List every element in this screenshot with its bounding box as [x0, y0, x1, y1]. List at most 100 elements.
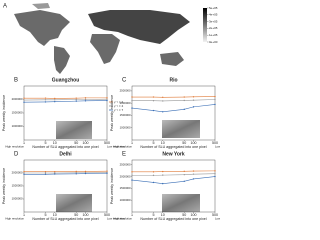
point: [54, 172, 56, 174]
x-tick-label: 50: [74, 141, 78, 145]
y-axis-label: Peak weekly incidence: [110, 95, 114, 131]
legend-label: γ⁻¹ = 2: [114, 100, 124, 104]
point: [23, 172, 25, 174]
point: [131, 179, 133, 181]
inset-d: [56, 194, 92, 212]
point: [75, 173, 77, 175]
point: [214, 173, 216, 175]
point: [183, 173, 185, 176]
inset-e: [162, 194, 200, 212]
colorbar-label: 0e+00: [209, 40, 218, 44]
point: [192, 99, 195, 101]
point: [106, 99, 108, 102]
point: [152, 96, 155, 98]
x-tick-label: 100: [191, 141, 197, 145]
x-tick-label: 1: [23, 141, 25, 145]
point: [183, 99, 185, 102]
point: [162, 96, 164, 98]
annotation: High resolution: [113, 217, 132, 221]
x-tick-label: 50: [182, 213, 186, 217]
y-axis-label: Peak weekly incidence: [2, 168, 6, 204]
panel-title: Rio: [169, 77, 177, 83]
legend-label: γ⁻¹ = 7: [114, 108, 124, 112]
inset-b: [56, 121, 92, 139]
annotation: High resolution: [113, 145, 132, 149]
point: [106, 98, 108, 100]
series-line: [24, 172, 108, 174]
panel-label: C: [122, 78, 127, 84]
point: [23, 97, 25, 99]
point: [131, 107, 133, 109]
x-axis-label: Number of SLU aggregated into one pixel: [140, 217, 206, 221]
point: [75, 97, 77, 99]
plot-frame: [131, 159, 216, 213]
point: [162, 182, 164, 185]
point: [192, 106, 195, 108]
y-tick-label: 2000000: [120, 101, 131, 105]
point: [54, 97, 56, 100]
point: [106, 172, 108, 174]
y-tick-label: 1500000: [120, 113, 131, 117]
x-axis-label: Number of SLU aggregated into one pixel: [32, 145, 98, 149]
x-tick-label: 1: [23, 213, 25, 217]
plot-frame: [131, 85, 216, 141]
x-tick-label: 500: [104, 213, 110, 217]
y-axis-label: Peak weekly incidence: [2, 95, 6, 131]
series-line: [132, 173, 216, 176]
x-tick-label: 500: [212, 213, 218, 217]
point: [214, 175, 216, 178]
point: [183, 170, 185, 173]
y-tick-label: 2000000: [12, 97, 23, 101]
y-tick-label: 1000000: [120, 198, 131, 202]
point: [106, 97, 108, 99]
panel-label: A: [3, 4, 7, 10]
legend-label: γ⁻¹ = 4: [114, 104, 124, 108]
point: [183, 180, 185, 182]
y-tick-label: 1500000: [120, 186, 131, 190]
series-line: [131, 176, 216, 184]
x-tick-label: 50: [74, 213, 78, 217]
series-line: [24, 172, 108, 175]
point: [214, 170, 216, 172]
point: [214, 103, 216, 106]
annotation: Low resolution: [107, 145, 125, 149]
point: [23, 99, 25, 101]
point: [192, 170, 195, 172]
point: [54, 99, 56, 101]
point: [84, 97, 87, 99]
point: [152, 100, 155, 102]
point: [131, 96, 133, 98]
point: [183, 96, 185, 98]
point: [192, 178, 195, 180]
point: [54, 173, 56, 175]
y-tick-label: 1500000: [12, 184, 23, 188]
y-tick-label: 2000000: [120, 174, 131, 178]
point: [75, 172, 77, 174]
series-line: [24, 97, 107, 99]
x-tick-label: 500: [104, 141, 110, 145]
point: [44, 99, 47, 101]
point: [152, 171, 155, 173]
annotation: Low resolution: [215, 145, 220, 149]
colorbar-label: 2e+05: [209, 26, 218, 30]
annotation: High resolution: [5, 145, 24, 149]
point: [131, 171, 133, 173]
point: [162, 170, 164, 173]
x-tick-label: 100: [83, 141, 89, 145]
point: [44, 97, 47, 99]
panel-title: Delhi: [59, 151, 72, 157]
series-line: [23, 98, 108, 101]
x-axis-label: Number of SLU aggregated into one pixel: [140, 145, 206, 149]
x-tick-label: 10: [53, 141, 57, 145]
colorbar-label: 1e+05: [209, 33, 218, 37]
y-tick-label: 1500000: [12, 111, 23, 115]
point: [183, 108, 185, 111]
point: [23, 173, 25, 175]
x-tick-label: 5: [152, 141, 154, 145]
colorbar: [203, 8, 207, 42]
point: [162, 111, 164, 113]
point: [192, 96, 195, 98]
y-tick-label: 2000000: [12, 171, 23, 175]
annotation: High resolution: [5, 217, 24, 221]
colorbar-label: 4e+05: [209, 13, 218, 17]
